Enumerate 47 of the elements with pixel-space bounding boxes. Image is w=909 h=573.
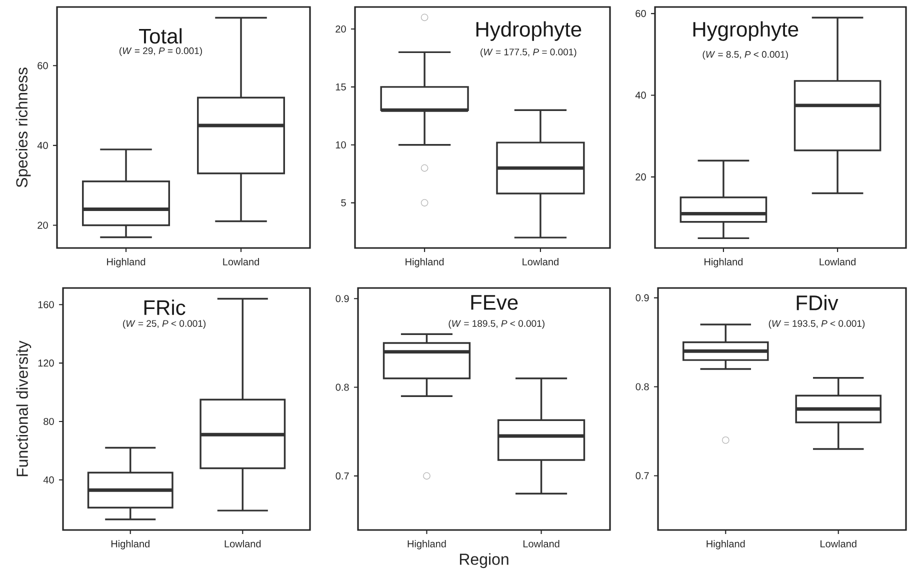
- y-tick-label: 60: [636, 10, 646, 18]
- x-tick-label: Lowland: [820, 258, 856, 266]
- text: (W = 8.5, P < 0.001): [702, 50, 788, 60]
- x-tick-label: Lowland: [223, 258, 259, 266]
- y-tick-label: 0.8: [336, 384, 349, 391]
- y-tick-label: 20: [38, 222, 48, 229]
- x-tick-label: Highland: [111, 540, 150, 550]
- y-tick-label: 120: [38, 360, 54, 367]
- y-tick-label: 40: [43, 476, 54, 484]
- chart-title: FEve: [471, 295, 518, 310]
- y-tick-label: 20: [636, 173, 646, 180]
- text: (W = 25, P < 0.001): [123, 320, 206, 329]
- y-tick-label: 0.7: [336, 472, 349, 480]
- y-tick-label: 0.9: [336, 295, 349, 302]
- chart-title: FRic: [144, 300, 186, 316]
- x-tick-label: Lowland: [523, 540, 560, 548]
- y-tick-label: 5: [341, 199, 346, 206]
- text: Hydrophyte: [476, 21, 582, 41]
- y-tick-label: 40: [37, 142, 48, 149]
- x-tick-label: Highland: [408, 540, 446, 550]
- x-tick-label: Highland: [107, 258, 146, 268]
- y-tick-label: 20: [336, 25, 346, 33]
- text: (W = 193.5, P < 0.001): [768, 320, 865, 329]
- y-tick-label: 15: [336, 83, 346, 90]
- y-tick-label: 80: [44, 418, 54, 426]
- y-tick-label: 160: [38, 301, 54, 308]
- y-tick-label: 60: [38, 62, 48, 70]
- y-tick-label: 0.9: [636, 294, 649, 302]
- y-tick-label: 40: [635, 92, 646, 99]
- x-tick-label: Highland: [706, 540, 745, 550]
- y-tick-label: 0.8: [636, 383, 649, 390]
- x-tick-label: Lowland: [522, 258, 558, 266]
- y-tick-label: 0.7: [636, 472, 649, 480]
- text: (W = 177.5, P = 0.001): [480, 48, 576, 58]
- chart-title: FDiv: [796, 294, 838, 310]
- text: Total: [139, 28, 182, 44]
- x-tick-label: Lowland: [820, 540, 856, 548]
- text: Hygrophyte: [693, 21, 798, 41]
- y-axis-title: Functional diversity: [16, 340, 32, 476]
- text: (W = 29, P = 0.001): [120, 47, 202, 56]
- text: (W = 189.5, P < 0.001): [448, 320, 544, 329]
- y-axis-title: Species richness: [16, 68, 31, 188]
- x-axis-title: Region: [460, 553, 508, 568]
- y-tick-label: 10: [336, 141, 346, 148]
- x-tick-label: Highland: [704, 258, 743, 268]
- x-tick-label: Highland: [406, 258, 444, 268]
- x-tick-label: Lowland: [224, 540, 261, 548]
